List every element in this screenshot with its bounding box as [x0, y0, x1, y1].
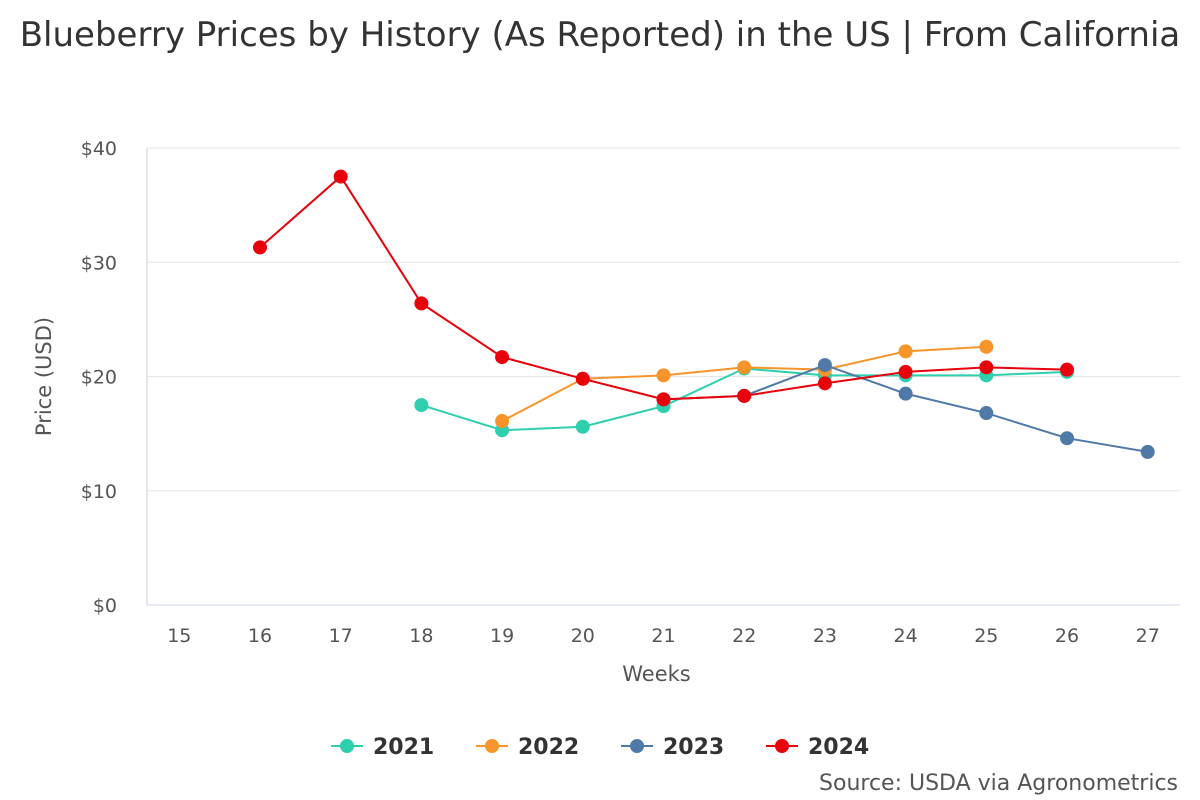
data-point-2022: [495, 414, 510, 429]
y-tick-label: $30: [81, 252, 117, 274]
data-point-2022: [979, 339, 994, 354]
series-2024: [252, 169, 1075, 407]
data-point-2022: [656, 368, 671, 383]
legend-item-2024: 2024: [766, 735, 869, 760]
data-point-2024: [898, 364, 913, 379]
y-axis-title: Price (USD): [32, 317, 56, 436]
legend-item-2021: 2021: [331, 735, 434, 760]
series-line-2022: [501, 345, 987, 422]
data-point-2024: [333, 169, 348, 184]
legend-label-2021: 2021: [373, 735, 434, 760]
x-tick-label: 15: [167, 625, 191, 647]
data-point-2024: [495, 350, 510, 365]
series-line-2024: [259, 175, 1068, 401]
data-point-2024: [656, 392, 671, 407]
data-point-2021: [414, 398, 429, 413]
data-point-2023: [1060, 431, 1075, 446]
data-point-2023: [817, 358, 832, 373]
legend-marker-2023: [630, 739, 644, 753]
series-2022: [495, 339, 994, 429]
x-axis-title: Weeks: [622, 662, 690, 686]
legend-label-2022: 2022: [518, 735, 579, 760]
legend-label-2024: 2024: [808, 735, 869, 760]
data-point-2023: [1140, 444, 1155, 459]
legend: 2021 2022 2023 2024: [331, 735, 869, 760]
data-point-2024: [252, 240, 267, 255]
data-point-2024: [1060, 362, 1075, 377]
x-tick-label: 16: [248, 625, 272, 647]
data-point-2024: [817, 376, 832, 391]
chart-title: Blueberry Prices by History (As Reported…: [19, 15, 1181, 55]
data-point-2024: [414, 296, 429, 311]
source-credit: Source: USDA via Agronometrics: [819, 771, 1178, 796]
x-tick-label: 23: [813, 625, 837, 647]
legend-marker-2021: [340, 739, 354, 753]
data-point-2023: [898, 386, 913, 401]
data-point-2024: [575, 371, 590, 386]
x-tick-label: 17: [329, 625, 353, 647]
legend-marker-2024: [775, 739, 789, 753]
data-point-2024: [737, 388, 752, 403]
data-point-2022: [898, 344, 913, 359]
y-tick-label: $40: [81, 138, 117, 160]
data-point-2024: [979, 360, 994, 375]
data-point-2023: [979, 406, 994, 421]
data-point-2021: [575, 419, 590, 434]
axes: $0 $10 $20 $30 $40 15 16 17 18 19 20 21 22 23 24 25 26 27…: [32, 138, 1180, 686]
legend-item-2022: 2022: [476, 735, 579, 760]
series-group: [252, 169, 1155, 459]
x-tick-label: 25: [974, 625, 998, 647]
x-tick-label: 22: [732, 625, 756, 647]
data-point-2022: [737, 360, 752, 375]
x-tick-label: 26: [1055, 625, 1079, 647]
legend-marker-2022: [485, 739, 499, 753]
x-tick-label: 27: [1136, 625, 1160, 647]
y-tick-label: $20: [81, 367, 117, 389]
y-tick-label: $10: [81, 481, 117, 503]
x-tick-label: 20: [571, 625, 595, 647]
x-tick-label: 24: [894, 625, 918, 647]
x-tick-label: 19: [490, 625, 514, 647]
x-tick-label: 21: [651, 625, 675, 647]
x-tick-label: 18: [409, 625, 433, 647]
legend-label-2023: 2023: [663, 735, 724, 760]
legend-item-2023: 2023: [621, 735, 724, 760]
y-tick-label: $0: [93, 595, 117, 617]
